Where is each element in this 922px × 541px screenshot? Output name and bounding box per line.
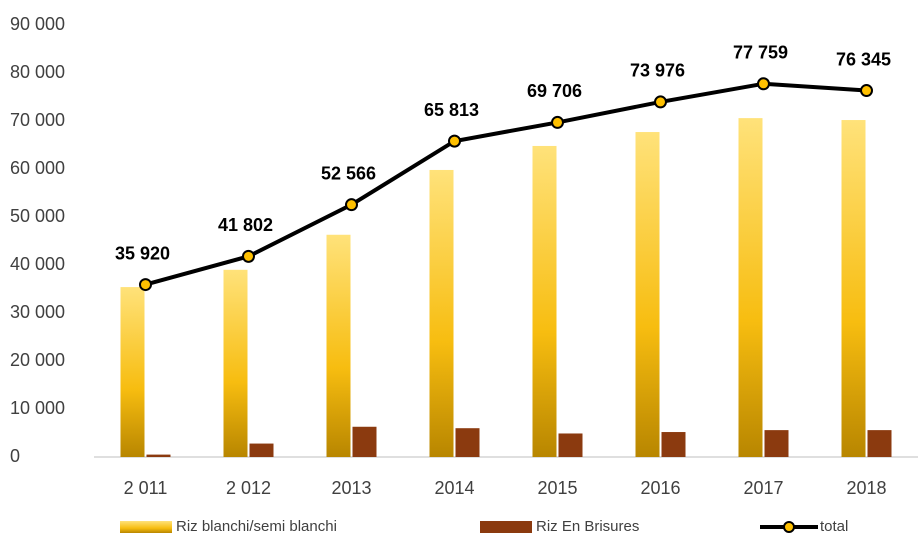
marker [242,249,255,263]
y-tick-label: 60 000 [10,158,65,178]
y-tick-label: 50 000 [10,206,65,226]
marker [448,134,461,148]
x-tick-label: 2018 [846,478,886,498]
legend-swatch [120,521,172,533]
data-label: 35 920 [115,243,170,263]
x-tick-label: 2013 [331,478,371,498]
marker [654,95,667,109]
bar [326,234,351,457]
bar [532,145,557,457]
bar [455,428,480,457]
y-tick-label: 30 000 [10,302,65,322]
bar [661,432,686,457]
data-label: 65 813 [424,100,479,120]
y-tick-label: 70 000 [10,110,65,130]
legend-swatch [480,521,532,533]
x-tick-label: 2016 [640,478,680,498]
bar [738,118,763,458]
marker [551,115,564,129]
bar [635,132,660,458]
bar [249,443,274,457]
legend-label: Riz En Brisures [536,518,639,535]
x-tick-label: 2014 [434,478,474,498]
marker [757,77,770,91]
y-tick-label: 40 000 [10,254,65,274]
data-label: 77 759 [733,43,788,63]
y-tick-label: 10 000 [10,398,65,418]
data-label: 73 976 [630,61,685,81]
bar [867,430,892,457]
bar [841,120,866,457]
x-tick-label: 2015 [537,478,577,498]
bar [558,433,583,457]
y-tick-label: 90 000 [10,14,65,34]
data-label: 69 706 [527,81,582,101]
bar [352,426,377,457]
marker [860,84,873,98]
bar [146,454,171,457]
legend-swatch [783,521,795,533]
y-tick-label: 0 [10,446,20,466]
marker [139,278,152,292]
bar [764,430,789,457]
y-tick-label: 80 000 [10,62,65,82]
data-label: 41 802 [218,215,273,235]
data-label: 76 345 [836,49,891,69]
bar [429,169,454,457]
y-tick-label: 20 000 [10,350,65,370]
bar [120,287,145,457]
x-tick-label: 2 011 [124,478,168,498]
marker [345,198,358,212]
x-tick-label: 2 012 [226,478,271,498]
x-tick-label: 2017 [743,478,783,498]
bar [223,269,248,457]
legend-label: total [820,518,848,535]
data-label: 52 566 [321,163,376,183]
legend-label: Riz blanchi/semi blanchi [176,518,337,535]
line [144,81,867,287]
